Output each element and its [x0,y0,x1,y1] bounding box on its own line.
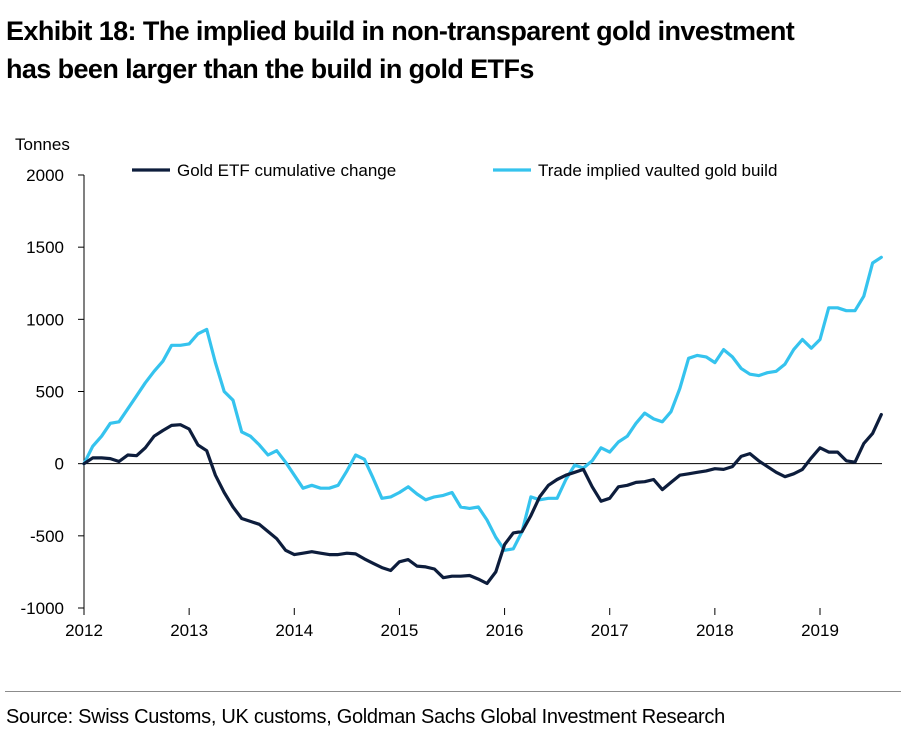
legend-label: Gold ETF cumulative change [177,161,396,180]
legend: Gold ETF cumulative change Trade implied … [132,161,777,180]
x-axis: 2012 2013 2014 2015 2016 2017 2018 2019 [65,463,882,640]
x-tick-label: 2012 [65,621,103,640]
source-note: Source: Swiss Customs, UK customs, Goldm… [6,706,725,728]
x-tick-label: 2017 [591,621,629,640]
y-tick-label: 1500 [26,238,64,257]
y-tick-label: 0 [55,455,64,474]
x-tick-label: 2019 [801,621,839,640]
x-tick-label: 2014 [275,621,313,640]
y-tick-label: 2000 [26,166,64,185]
x-tick-label: 2013 [170,621,208,640]
series-line-1 [82,255,883,552]
chart-title-line-1: Exhibit 18: The implied build in non-tra… [6,16,795,46]
y-tick-label: -1000 [21,599,64,618]
x-tick-label: 2015 [381,621,419,640]
series-lines [82,255,883,586]
y-axis-label: Tonnes [15,135,70,154]
y-tick-label: 500 [36,383,64,402]
y-tick-label: -500 [30,527,64,546]
y-tick-label: 1000 [26,310,64,329]
series-line-0 [82,413,883,586]
x-tick-label: 2016 [486,621,524,640]
x-tick-label: 2018 [696,621,734,640]
chart-title-line-2: has been larger than the build in gold E… [6,54,534,84]
y-axis: -1000 -500 0 500 1000 1500 2000 [21,166,85,618]
footer-divider [5,691,901,692]
legend-label: Trade implied vaulted gold build [538,161,777,180]
chart-title: Exhibit 18: The implied build in non-tra… [6,12,901,88]
